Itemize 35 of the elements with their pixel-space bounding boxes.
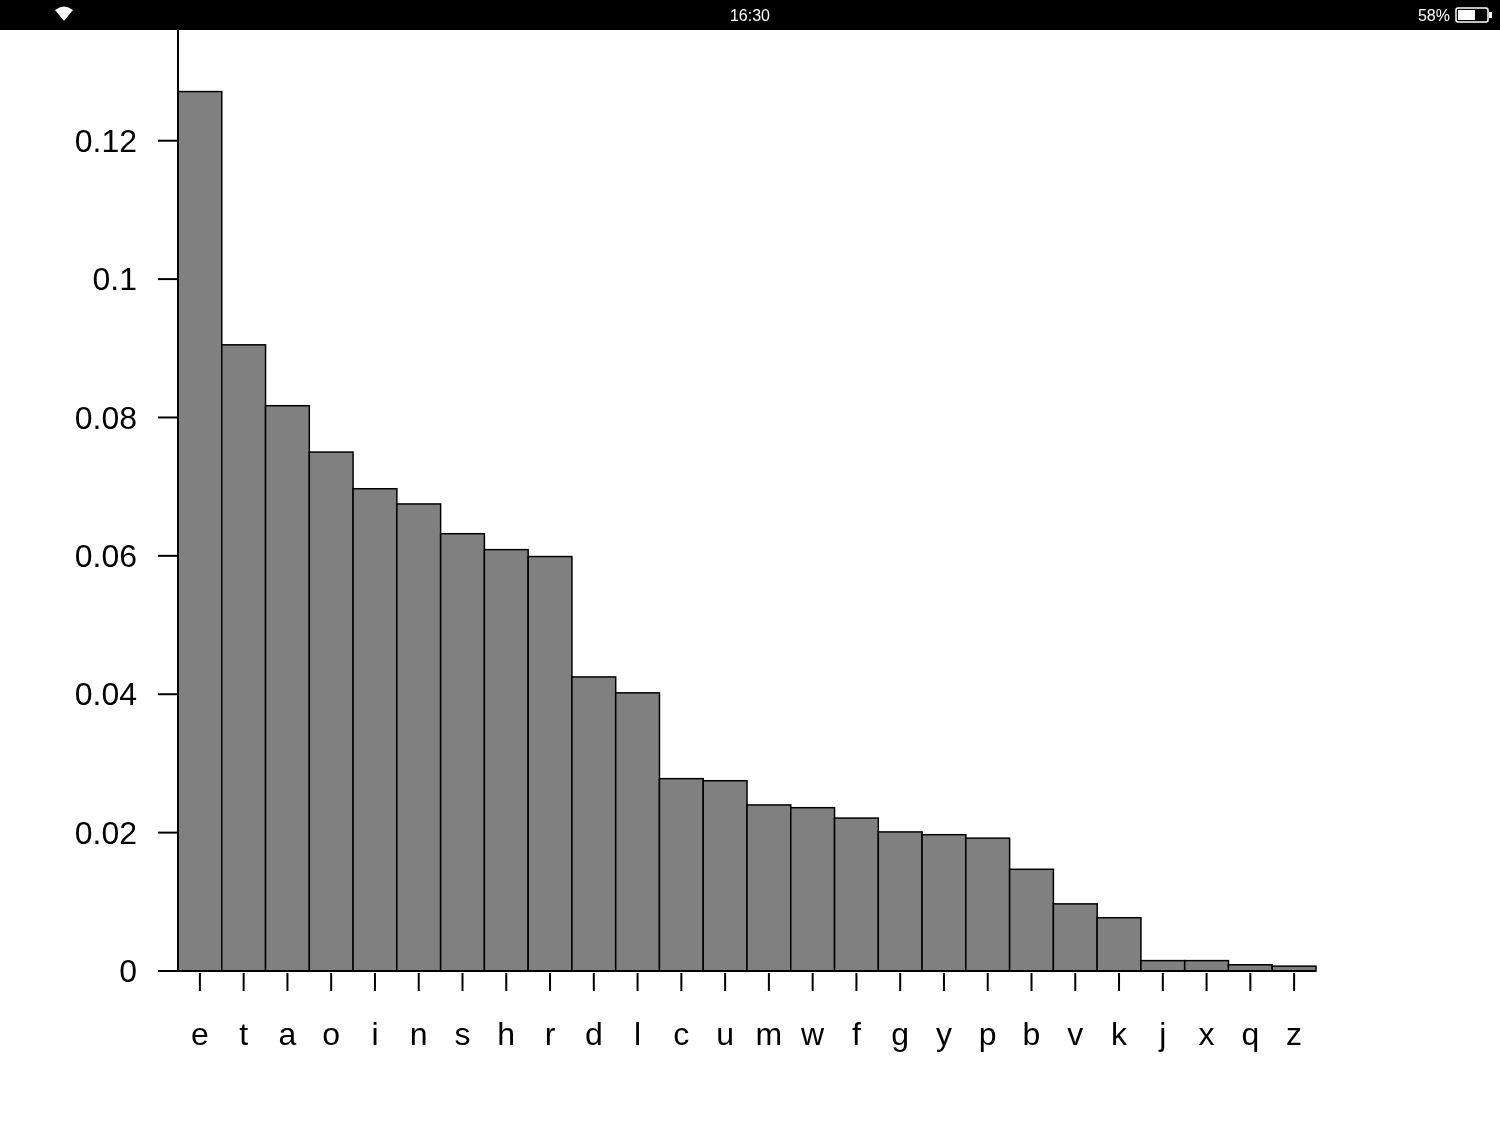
x-tick-label: r — [544, 1016, 556, 1052]
x-tick-label: u — [716, 1016, 735, 1052]
y-tick-label: 0 — [119, 953, 137, 990]
x-tick-label: p — [978, 1016, 997, 1052]
text: 16:30 — [729, 7, 771, 24]
x-tick-label: t — [239, 1016, 249, 1052]
x-tick-label: g — [891, 1016, 910, 1052]
x-tick-label: n — [409, 1016, 428, 1052]
x-tick-label: y — [935, 1016, 952, 1052]
x-tick-label: x — [1198, 1016, 1215, 1052]
y-tick-label: 0.04 — [74, 676, 137, 713]
x-tick-label: a — [278, 1016, 297, 1052]
x-tick-label: j — [1158, 1016, 1167, 1052]
x-tick-label: d — [584, 1016, 603, 1052]
x-tick-label: m — [755, 1016, 783, 1052]
y-tick-label: 0.12 — [74, 122, 137, 159]
x-tick-label: e — [190, 1016, 209, 1052]
y-tick-label: 0.1 — [92, 261, 137, 298]
x-tick-label: c — [673, 1016, 690, 1052]
x-tick-label: v — [1067, 1016, 1084, 1052]
x-tick-label: l — [634, 1016, 642, 1052]
x-tick-label: h — [497, 1016, 516, 1052]
text: 58% — [1417, 7, 1450, 24]
x-tick-label: o — [322, 1016, 341, 1052]
y-tick-label: 0.02 — [74, 814, 137, 851]
y-tick-label: 0.06 — [74, 538, 137, 575]
x-tick-label: k — [1111, 1016, 1129, 1052]
x-tick-label: w — [800, 1016, 826, 1052]
x-tick-label: f — [851, 1016, 861, 1052]
x-tick-label: s — [454, 1016, 471, 1052]
x-tick-label: b — [1022, 1016, 1041, 1052]
x-tick-label: i — [371, 1016, 379, 1052]
y-tick-label: 0.08 — [74, 399, 137, 436]
x-tick-label: q — [1241, 1016, 1260, 1052]
x-tick-label: z — [1286, 1016, 1303, 1052]
